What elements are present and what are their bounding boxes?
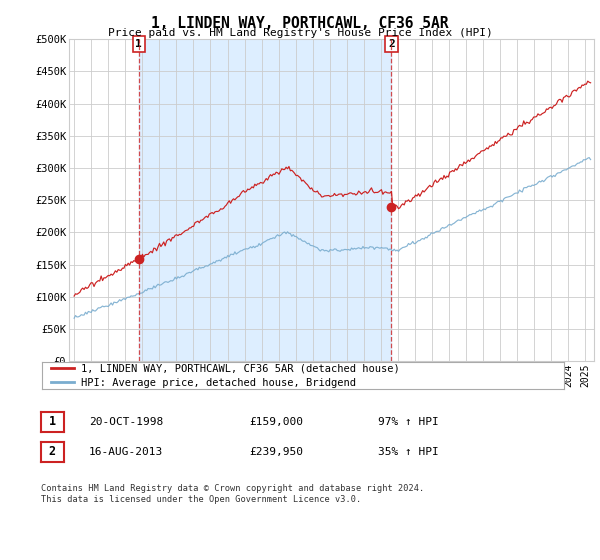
Text: 35% ↑ HPI: 35% ↑ HPI [378, 447, 439, 457]
Text: £159,000: £159,000 [249, 417, 303, 427]
Text: 2: 2 [388, 39, 395, 49]
Text: 1, LINDEN WAY, PORTHCAWL, CF36 5AR: 1, LINDEN WAY, PORTHCAWL, CF36 5AR [151, 16, 449, 31]
Text: 1: 1 [136, 39, 142, 49]
Legend: 1, LINDEN WAY, PORTHCAWL, CF36 5AR (detached house), HPI: Average price, detache: 1, LINDEN WAY, PORTHCAWL, CF36 5AR (deta… [47, 360, 403, 392]
Text: 1: 1 [49, 415, 56, 428]
Bar [139, 39, 391, 361]
Text: Contains HM Land Registry data © Crown copyright and database right 2024.
This d: Contains HM Land Registry data © Crown c… [41, 484, 424, 504]
Text: 20-OCT-1998: 20-OCT-1998 [89, 417, 163, 427]
Text: £239,950: £239,950 [249, 447, 303, 457]
Text: 16-AUG-2013: 16-AUG-2013 [89, 447, 163, 457]
Text: 97% ↑ HPI: 97% ↑ HPI [378, 417, 439, 427]
Text: Price paid vs. HM Land Registry's House Price Index (HPI): Price paid vs. HM Land Registry's House … [107, 28, 493, 38]
Text: 2: 2 [49, 445, 56, 459]
